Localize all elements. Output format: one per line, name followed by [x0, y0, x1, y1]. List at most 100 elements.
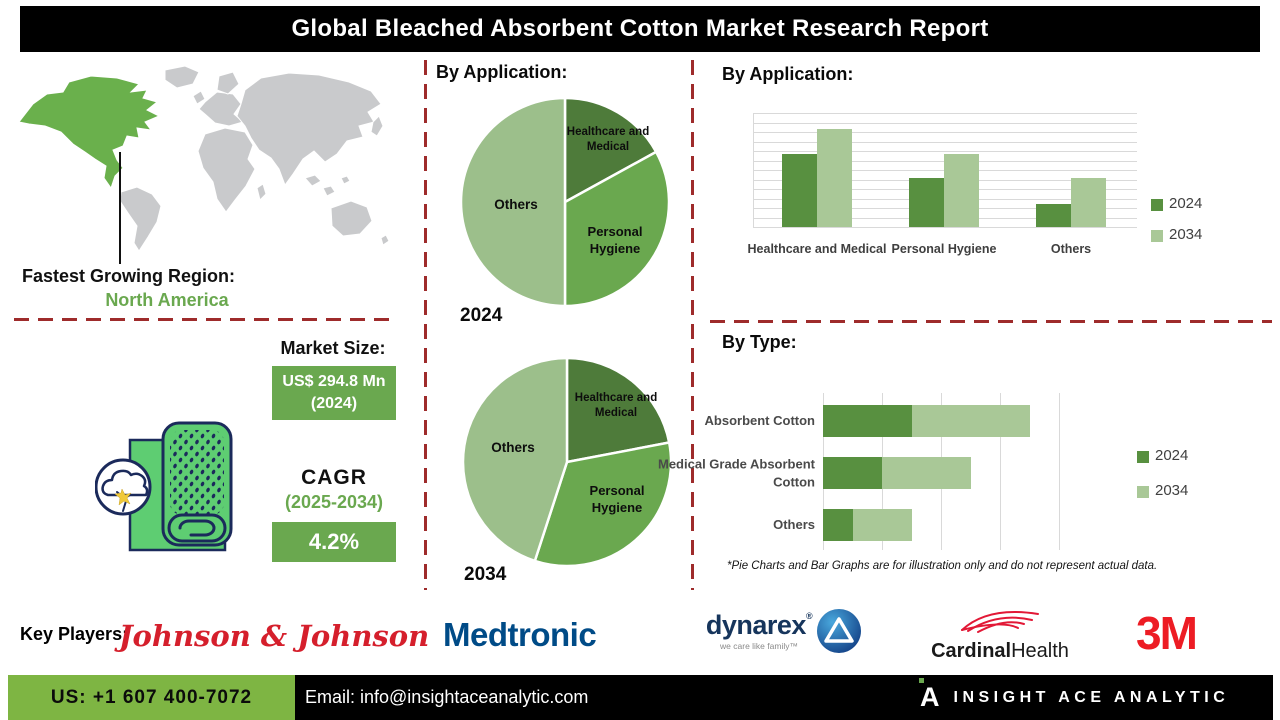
map-island: [304, 174, 322, 187]
pie-slice-label: Personal Hygiene: [589, 483, 645, 515]
medtronic-logo: Medtronic: [443, 616, 597, 653]
tick: [941, 545, 942, 550]
tick: [1000, 545, 1001, 550]
report-title: Global Bleached Absorbent Cotton Market …: [291, 15, 989, 42]
disclaimer-note: *Pie Charts and Bar Graphs are for illus…: [727, 560, 1158, 572]
category-label: Healthcare and Medical: [747, 242, 887, 256]
bar-chart-by-application: Healthcare and Medical Personal Hygiene Ot…: [748, 113, 1202, 283]
map-australia: [330, 200, 373, 237]
map-island: [340, 175, 351, 185]
map-new-zealand: [380, 234, 390, 246]
dynarex-logo: dynarex® we care like family™: [703, 610, 815, 652]
fastest-region-label: Fastest Growing Region:: [22, 266, 236, 286]
fastest-region-value: North America: [105, 290, 229, 310]
dynarex-wordmark: dynarex®: [705, 610, 813, 640]
section-title-by-application-bars: By Application:: [722, 64, 854, 84]
world-map: [18, 65, 390, 252]
johnson-and-johnson-logo: Johnson & Johnson: [118, 619, 430, 653]
pie-slice-label: Others: [491, 440, 535, 455]
map-africa: [197, 127, 256, 213]
insight-ace-analytic-logo: A INSIGHT ACE ANALYTIC: [919, 675, 1229, 720]
map-pointer-line: [119, 152, 121, 264]
axis-line: [753, 113, 754, 227]
legend-label-2024: 2024: [1155, 447, 1189, 464]
pie-slice-label: Healthcare and Medical: [574, 392, 658, 419]
category-label: Medical Grade Absorbent Cotton: [658, 456, 815, 489]
gridline: [1059, 393, 1060, 545]
map-uk: [192, 90, 206, 105]
legend-label-2024: 2024: [1169, 195, 1203, 212]
gridline: [753, 122, 1137, 124]
pie-slice: [533, 441, 673, 568]
divider-dashed: [14, 318, 396, 321]
section-title-by-application-pies: By Application:: [436, 62, 568, 82]
key-players-label: Key Players:: [20, 624, 129, 644]
cardinal-wings-icon: [961, 611, 1039, 633]
footer-email: Email: info@insightaceanalytic.com: [305, 687, 589, 707]
map-asia: [236, 72, 382, 187]
pie-year-label: 2024: [460, 305, 503, 326]
gridline: [753, 227, 1137, 228]
bar-2034: [944, 153, 979, 227]
legend-swatch-2024: [1151, 199, 1163, 211]
gridline: [753, 132, 1137, 133]
bar-2024: [1036, 204, 1071, 227]
tick: [882, 545, 883, 550]
pie-2024-svg: [459, 96, 671, 308]
tick: [823, 545, 824, 550]
map-japan: [370, 115, 384, 137]
dynarex-badge-icon: [817, 609, 861, 653]
divider-dashed: [424, 60, 427, 590]
pie-2034-svg: [461, 356, 673, 568]
hbar-2034: [882, 457, 971, 489]
category-label: Others: [773, 517, 815, 533]
bar-2024: [909, 177, 944, 227]
cardinal-health-logo: CardinalHealth: [925, 604, 1075, 663]
bar-2024: [782, 153, 817, 227]
bar-2034: [817, 129, 852, 227]
title-bar: Global Bleached Absorbent Cotton Market …: [20, 6, 1260, 52]
tick: [1059, 545, 1060, 550]
brand-letter-icon: A: [919, 678, 940, 713]
market-size-value-badge: US$ 294.8 Mn (2024): [272, 366, 396, 420]
pie-chart-2034: Healthcare and Medical Personal Hygiene …: [457, 352, 677, 572]
map-island: [322, 185, 336, 197]
divider-dashed: [691, 60, 694, 590]
pie-slice: [563, 96, 658, 204]
section-title-by-type: By Type:: [722, 332, 797, 352]
pie-slice-label: Healthcare and Medical: [566, 126, 650, 153]
pie-slice: [565, 356, 671, 464]
hbar-2034: [911, 405, 1030, 437]
legend-swatch-2024: [1137, 451, 1149, 463]
footer-phone: US: +1 607 400-7072: [8, 675, 295, 720]
map-greenland: [164, 65, 200, 89]
pie-year-label: 2034: [464, 564, 507, 585]
bar-chart-by-type: Absorbent Cotton Medical Grade Absorbent …: [658, 393, 1223, 558]
legend-swatch-2034: [1151, 230, 1163, 242]
legend-swatch-2034: [1137, 486, 1149, 498]
pie-chart-2024: Healthcare and Medical Personal Hygiene …: [455, 92, 675, 312]
gridline: [753, 151, 1137, 152]
category-label: Absorbent Cotton: [704, 413, 815, 429]
pie-slice-label: Personal Hygiene: [587, 224, 643, 256]
legend-label-2034: 2034: [1169, 226, 1203, 243]
cagr-period: (2025-2034): [284, 492, 384, 512]
category-label: Others: [1050, 242, 1092, 256]
bar-2034: [1071, 177, 1106, 227]
legend-label-2034: 2034: [1155, 482, 1189, 499]
hbar-2034: [852, 509, 912, 541]
gridline: [753, 141, 1137, 143]
cardinal-health-wordmark: CardinalHealth: [931, 640, 1069, 662]
brand-green-dot: [919, 678, 924, 683]
cotton-roll-icon: [95, 421, 233, 552]
map-europe: [198, 91, 245, 127]
pie-slice: [563, 150, 671, 308]
dynarex-tagline: we care like family™: [720, 641, 798, 651]
map-north-america-highlight: [18, 75, 161, 190]
map-scandinavia: [216, 71, 240, 95]
pie-slice-label: Others: [494, 197, 538, 212]
pie-slice: [461, 356, 569, 563]
market-size-label: Market Size:: [280, 338, 386, 358]
hbar-2024: [823, 509, 853, 541]
